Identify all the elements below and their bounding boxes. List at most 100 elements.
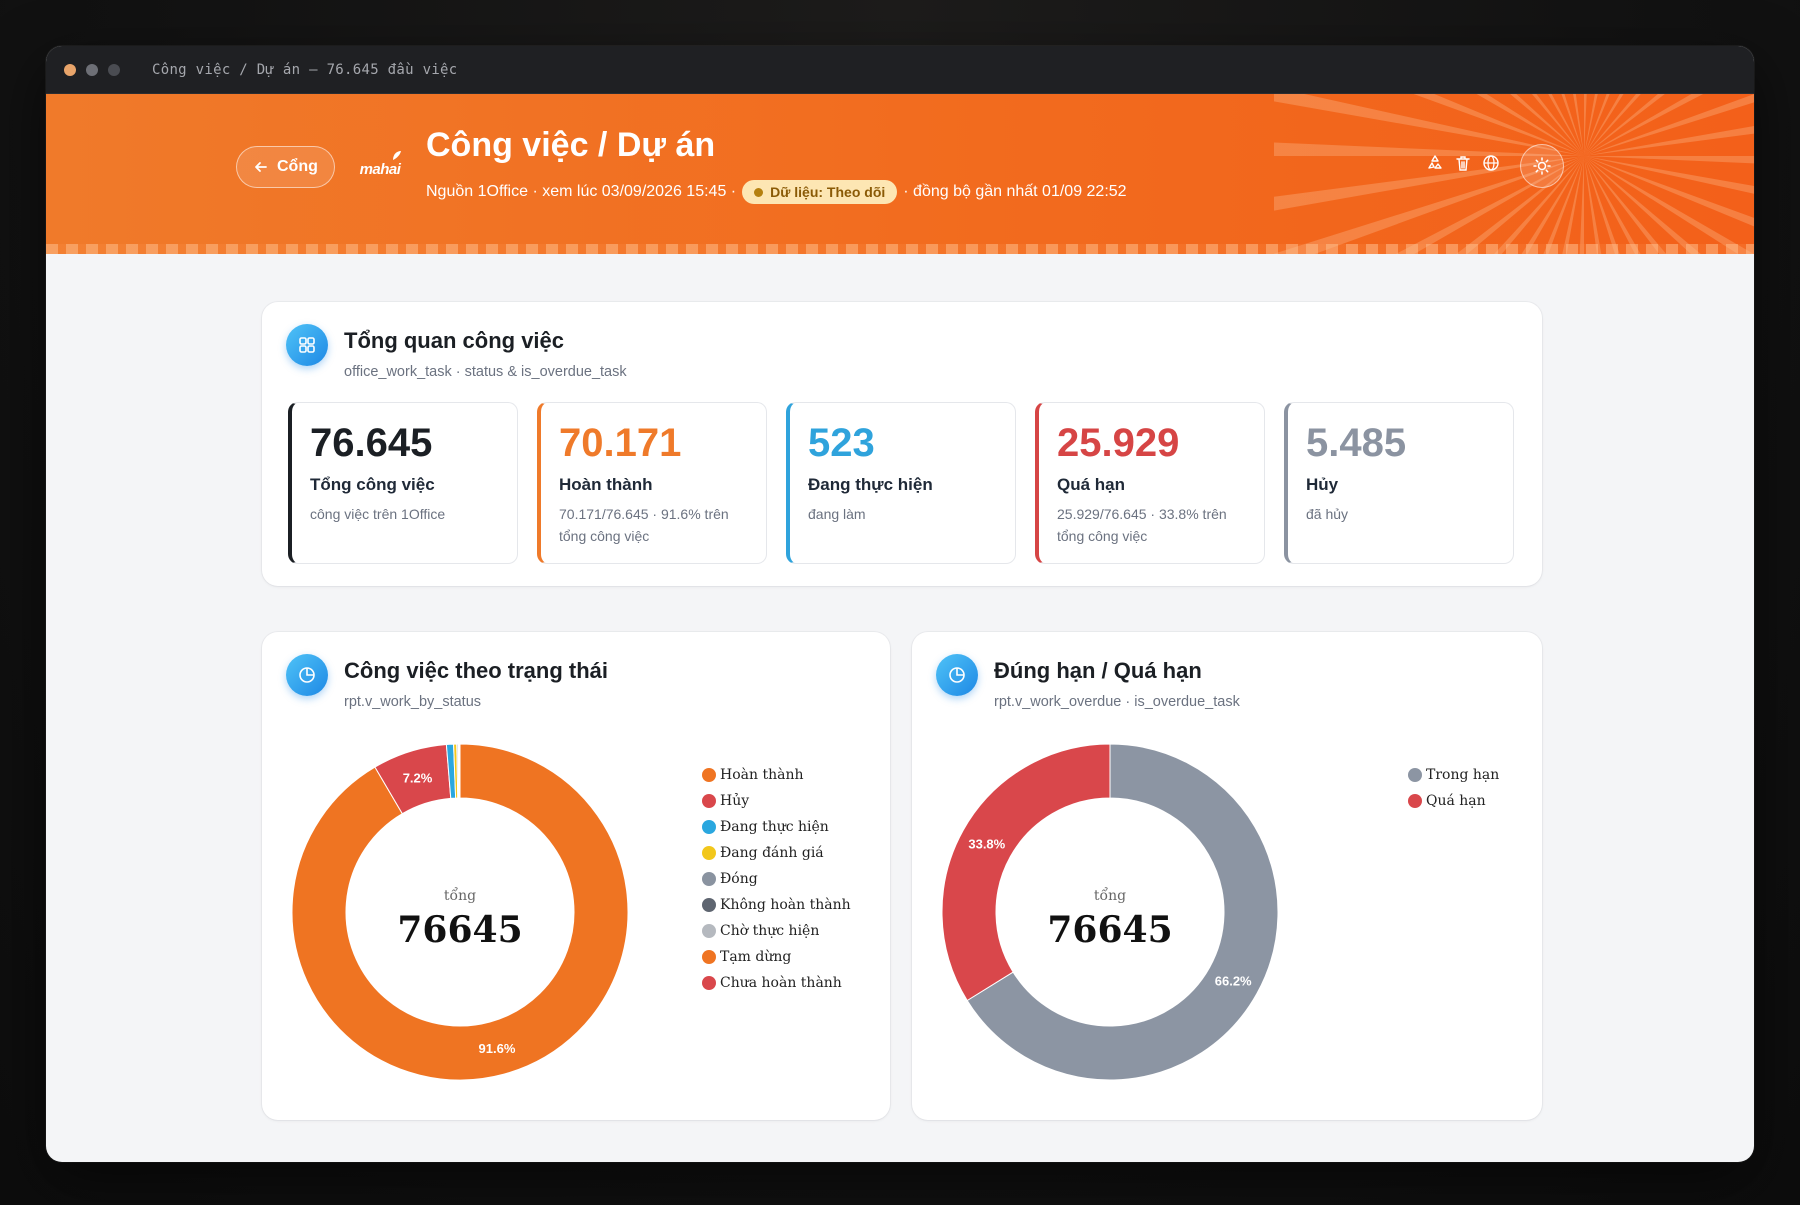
slice-data-label: 7.2%: [403, 771, 433, 786]
legend-swatch: [702, 846, 716, 860]
sunburst-ray: [1274, 156, 1584, 254]
status-chart-title: Công việc theo trạng thái: [344, 658, 609, 683]
trash-icon[interactable]: [1454, 154, 1472, 172]
meta-source: Nguồn 1Office · xem lúc 03/09/2026 15:45…: [426, 183, 737, 200]
slice-data-label: 33.8%: [968, 836, 1005, 851]
sunburst-ray: [1274, 156, 1584, 211]
overdue-donut-chart: 66.2% 33.8% tổng 76645: [941, 743, 1279, 1081]
data-mode-badge: Dữ liệu: Theo dõi: [742, 180, 898, 204]
status-chart-card: Công việc theo trạng thái rpt.v_work_by_…: [262, 632, 890, 1120]
legend-label: Đóng: [720, 871, 758, 887]
window-title: Công việc / Dự án — 76.645 đầu việc: [152, 61, 458, 78]
stat-value: 76.645: [310, 421, 433, 465]
overdue-chart-legend: Trong hạn Quá hạn: [1408, 762, 1499, 814]
legend-label: Chờ thực hiện: [720, 923, 820, 939]
back-button[interactable]: Cổng: [236, 146, 335, 188]
legend-swatch: [702, 898, 716, 912]
overview-title: Tổng quan công việc: [344, 328, 565, 353]
legend-swatch: [702, 872, 716, 886]
pie-chart-icon: [949, 667, 965, 683]
meta-sync: · đồng bộ gần nhất 01/09 22:52: [903, 183, 1127, 200]
donut-slice[interactable]: [941, 743, 1111, 1002]
stat-label: Đang thực hiện: [808, 475, 933, 494]
donut-center-label: tổng: [444, 886, 476, 904]
overview-card-icon: [286, 324, 328, 366]
stat-label: Hủy: [1306, 475, 1339, 494]
legend-label: Không hoàn thành: [720, 897, 851, 913]
legend-label: Đang thực hiện: [720, 819, 829, 835]
sunburst-ray: [1584, 94, 1754, 156]
stat-label: Hoàn thành: [559, 475, 653, 494]
legend-swatch: [702, 950, 716, 964]
close-window-dot[interactable]: [64, 63, 76, 76]
sunburst-ray: [1584, 126, 1754, 156]
stat-cancelled: 5.485 Hủy đã hủy: [1284, 402, 1514, 564]
header-banner: Cổng mahai Công việc / Dự án Nguồn 1Offi…: [46, 94, 1754, 254]
arrow-left-icon: [255, 162, 267, 172]
donut-slice[interactable]: [966, 743, 1279, 1081]
badge-label: Dữ liệu: Theo dõi: [770, 184, 886, 200]
overview-subtitle: office_work_task · status & is_overdue_t…: [344, 364, 627, 380]
stat-label: Quá hạn: [1057, 475, 1126, 494]
legend-item[interactable]: Trong hạn: [1408, 762, 1499, 788]
globe-icon[interactable]: [1482, 154, 1500, 172]
app-window: Công việc / Dự án — 76.645 đầu việc Cổng…: [46, 46, 1754, 1162]
sunburst-ray: [1584, 94, 1704, 156]
legend-label: Hoàn thành: [720, 767, 804, 783]
legend-swatch: [702, 768, 716, 782]
legend-swatch: [702, 976, 716, 990]
stat-description: 70.171/76.645 · 91.6% trên tổng công việ…: [559, 506, 729, 544]
legend-swatch: [1408, 768, 1422, 782]
legend-label: Tạm dừng: [720, 949, 792, 965]
legend-label: Quá hạn: [1426, 793, 1486, 809]
legend-item[interactable]: Hoàn thành: [702, 762, 851, 788]
sunburst-ray: [1543, 156, 1584, 254]
stat-total: 76.645 Tổng công việc công việc trên 1Of…: [288, 402, 518, 564]
legend-item[interactable]: Đóng: [702, 866, 851, 892]
stat-description: công việc trên 1Office: [310, 506, 446, 522]
legend-item[interactable]: Hủy: [702, 788, 851, 814]
donut-slice[interactable]: [291, 743, 629, 1081]
legend-label: Chưa hoàn thành: [720, 975, 842, 991]
legend-swatch: [1408, 794, 1422, 808]
overdue-card-icon: [936, 654, 978, 696]
sunburst-ray: [1584, 156, 1754, 164]
donut-center-value: 76645: [1047, 909, 1172, 951]
legend-item[interactable]: Tạm dừng: [702, 944, 851, 970]
badge-dot-icon: [754, 187, 764, 197]
legend-item[interactable]: Đang đánh giá: [702, 840, 851, 866]
sunburst-ray: [1456, 156, 1584, 254]
sunburst-ray: [1548, 94, 1584, 156]
overdue-chart-subtitle: rpt.v_work_overdue · is_overdue_task: [994, 694, 1240, 710]
legend-item[interactable]: Không hoàn thành: [702, 892, 851, 918]
sunburst-ray: [1274, 94, 1584, 156]
legend-swatch: [702, 794, 716, 808]
legend-label: Trong hạn: [1426, 767, 1500, 783]
recycle-icon[interactable]: [1426, 154, 1444, 172]
stat-description: 25.929/76.645 · 33.8% trên tổng công việ…: [1057, 506, 1227, 544]
legend-item[interactable]: Quá hạn: [1408, 788, 1499, 814]
minimize-window-dot[interactable]: [86, 63, 98, 76]
sunburst-ray: [1562, 156, 1584, 254]
legend-item[interactable]: Đang thực hiện: [702, 814, 851, 840]
status-chart-legend: Hoàn thành Hủy Đang thực hiện Đang đánh giá…: [702, 762, 851, 996]
title-bar: Công việc / Dự án — 76.645 đầu việc: [46, 46, 1754, 94]
stat-value: 70.171: [559, 421, 682, 465]
slice-data-label: 91.6%: [479, 1041, 516, 1056]
maximize-window-dot[interactable]: [108, 63, 120, 76]
back-button-label: Cổng: [277, 158, 318, 175]
slice-data-label: 66.2%: [1215, 974, 1252, 989]
legend-item[interactable]: Chưa hoàn thành: [702, 970, 851, 996]
legend-item[interactable]: Chờ thực hiện: [702, 918, 851, 944]
sunburst-ray: [1584, 94, 1665, 156]
stat-value: 25.929: [1057, 421, 1180, 465]
page-title: Công việc / Dự án: [426, 126, 716, 164]
overdue-chart-card: Đúng hạn / Quá hạn rpt.v_work_overdue · …: [912, 632, 1542, 1120]
theme-toggle-button[interactable]: [1520, 144, 1564, 188]
sunburst-ray: [1584, 156, 1754, 227]
stat-in-progress: 523 Đang thực hiện đang làm: [786, 402, 1016, 564]
sunburst-ray: [1521, 156, 1584, 254]
sunburst-ray: [1584, 156, 1701, 254]
sunburst-decoration: [1274, 94, 1754, 254]
sunburst-ray: [1510, 94, 1584, 156]
